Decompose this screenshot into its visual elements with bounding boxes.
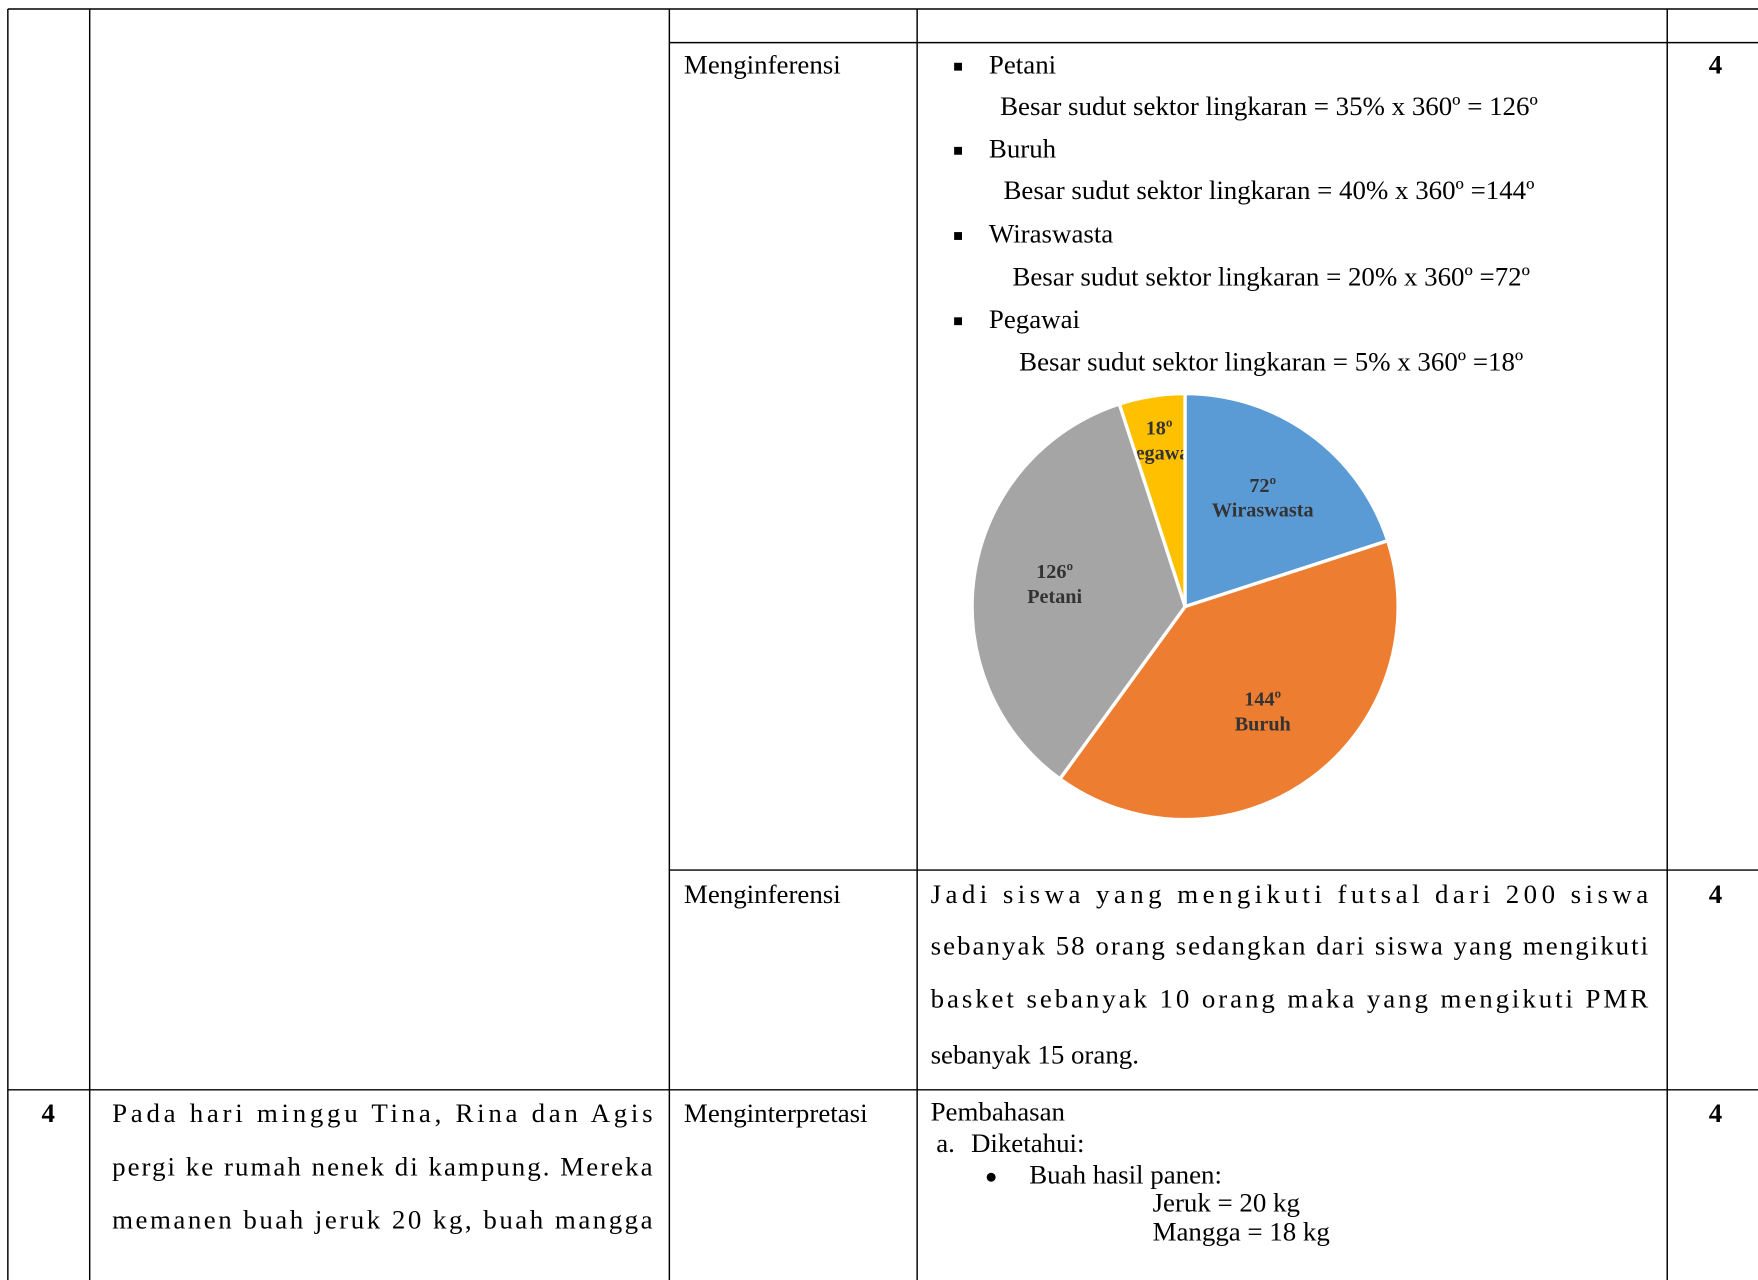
paragraph-line: sebanyak 15 orang. <box>931 1039 1139 1069</box>
slice-category-label: Pegawai <box>1123 442 1195 464</box>
skill: Menginferensi <box>684 879 841 909</box>
formula: Besar sudut sektor lingkaran = 5% x 360º… <box>1019 347 1523 377</box>
fact: Jeruk = 20 kg <box>1153 1187 1300 1217</box>
formula: Besar sudut sektor lingkaran = 40% x 360… <box>1003 175 1534 205</box>
slice-value-label: 72º <box>1249 475 1276 497</box>
bullet-icon <box>954 146 962 155</box>
question-line: pergi ke rumah nenek di kampung. Mereka <box>112 1152 652 1182</box>
score: 4 <box>1709 879 1722 909</box>
answer-heading: Pembahasan <box>931 1097 1066 1127</box>
slice-value-label: 126º <box>1036 561 1073 583</box>
paragraph-line: Jadi siswa yang mengikuti futsal dari 20… <box>931 879 1649 909</box>
bullet-text: Petani <box>989 49 1056 79</box>
pie-slice <box>1183 391 1390 609</box>
bullet-text: Pegawai <box>989 304 1080 334</box>
slice-category-label: Wiraswasta <box>1212 500 1314 522</box>
fact: Mangga = 18 kg <box>1153 1217 1330 1247</box>
bullet-text: Buah hasil panen: <box>1029 1159 1222 1189</box>
score: 4 <box>1709 49 1722 79</box>
bullet-icon <box>954 232 962 240</box>
bullet-text: Wiraswasta <box>989 219 1113 249</box>
step: Diketahui: <box>971 1128 1085 1158</box>
slice-category-label: Petani <box>1027 586 1082 608</box>
bullet-icon <box>954 317 962 326</box>
step-marker: a. <box>936 1128 955 1158</box>
bullet-icon <box>954 62 962 71</box>
paragraph-line: basket sebanyak 10 orang maka yang mengi… <box>931 983 1649 1013</box>
pie-slice <box>1057 538 1400 822</box>
slice-category-label: Buruh <box>1235 713 1291 735</box>
formula: Besar sudut sektor lingkaran = 35% x 360… <box>1000 91 1538 121</box>
bullet-text: Buruh <box>989 134 1057 164</box>
formula: Besar sudut sektor lingkaran = 20% x 360… <box>1012 261 1530 291</box>
slice-value-label: 18º <box>1146 418 1173 440</box>
pie-slice <box>970 401 1187 782</box>
table: Menginferensi 4 Menginferensi 4 4 Mengin… <box>7 8 1758 1280</box>
skill: Menginterpretasi <box>684 1098 868 1128</box>
score: 4 <box>1709 1098 1722 1128</box>
bullet-icon <box>986 1172 996 1182</box>
row-number: 4 <box>41 1098 54 1128</box>
question-line: memanen buah jeruk 20 kg, buah mangga <box>112 1204 652 1234</box>
question-line: Pada hari minggu Tina, Rina dan Agis <box>112 1098 652 1128</box>
skill: Menginferensi <box>684 49 841 79</box>
slice-value-label: 144º <box>1244 689 1281 711</box>
paragraph-line: sebanyak 58 orang sedangkan dari siswa y… <box>931 931 1649 961</box>
